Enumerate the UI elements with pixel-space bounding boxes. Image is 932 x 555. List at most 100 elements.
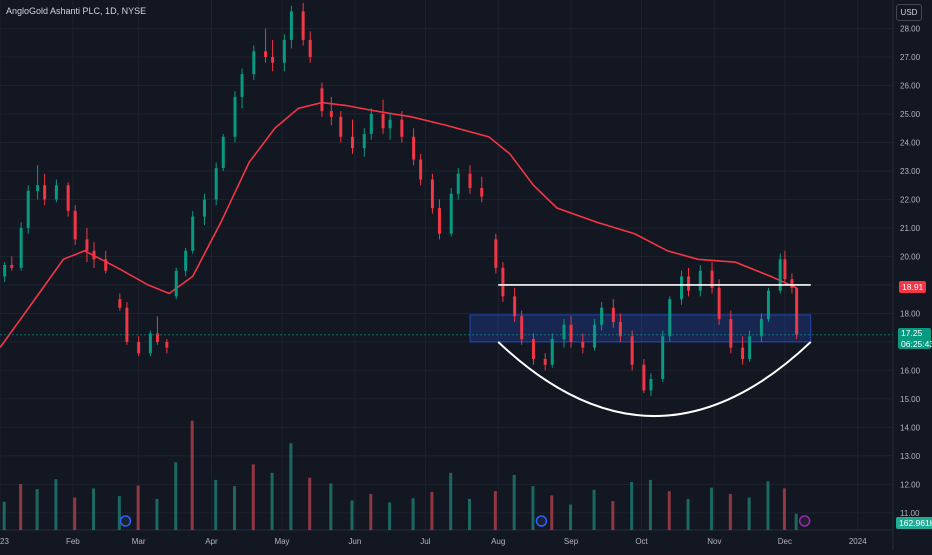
moving-average-line (0, 101, 797, 349)
candle-body (381, 113, 385, 129)
candle-body (513, 296, 517, 317)
candle-body (369, 113, 373, 134)
currency-button[interactable]: USD (896, 4, 922, 21)
candle-body (642, 364, 646, 391)
candle-body (759, 319, 763, 337)
chart-title: AngloGold Ashanti PLC, 1D, NYSE (6, 6, 147, 16)
volume-bar (19, 484, 23, 530)
price-tick-label: 26.00 (900, 81, 921, 90)
volume-bar (54, 479, 58, 530)
volume-bar (35, 489, 39, 530)
time-tick-label: 2024 (849, 537, 867, 546)
candle-body (618, 321, 622, 337)
time-tick-label: Sep (564, 537, 579, 546)
candle-body (456, 173, 460, 194)
price-tick-label: 22.00 (900, 195, 921, 204)
event-marker-icon (119, 515, 132, 527)
time-tick-label: May (274, 537, 289, 546)
time-tick-label: Jun (348, 537, 361, 546)
price-tick-label: 23.00 (900, 167, 921, 176)
volume-bar (766, 481, 770, 530)
volume-bar (794, 513, 798, 530)
price-tick-label: 18.00 (900, 309, 921, 318)
volume-bar (329, 483, 333, 530)
current-price-badge: 17.25 06:25:43 (898, 328, 932, 349)
candle-body (125, 307, 129, 342)
volume-bar (592, 489, 596, 530)
candle-body (362, 133, 366, 149)
volume-bar (611, 501, 615, 530)
volume-bar (190, 420, 194, 530)
candle-body (221, 136, 225, 169)
candle-body (214, 168, 218, 200)
volume-bar (782, 488, 786, 530)
candle-body (562, 324, 566, 340)
candle-body (184, 250, 188, 271)
candle-body (66, 185, 70, 211)
time-tick-label: Feb (66, 537, 80, 546)
volume-bar (747, 497, 751, 530)
candle-body (36, 185, 40, 191)
candle-body (165, 341, 169, 348)
price-tick-label: 21.00 (900, 224, 921, 233)
time-tick-label: Dec (778, 537, 792, 546)
candle-body (85, 239, 89, 251)
candle-body (419, 159, 423, 180)
candle-body (680, 276, 683, 300)
candle-body (26, 190, 30, 228)
candle-body (766, 290, 770, 320)
candle-body (790, 279, 794, 288)
candle-body (73, 210, 77, 240)
candle-body (729, 319, 733, 348)
candle-body (329, 111, 333, 117)
candle-body (543, 359, 547, 365)
volume-bar (92, 488, 95, 530)
candle-body (301, 11, 305, 40)
candle-body (174, 270, 178, 297)
candle-body (400, 119, 404, 137)
candle-body (388, 119, 392, 129)
candle-body (289, 11, 293, 40)
time-tick-label: Aug (491, 537, 505, 546)
current-price-label: 17.25 (901, 328, 923, 338)
price-tick-label: 12.00 (900, 480, 921, 489)
candle-body (19, 227, 23, 268)
volume-bar (350, 500, 354, 530)
cup-arc (497, 341, 812, 418)
candle-body (320, 88, 324, 112)
time-tick-label: Mar (132, 537, 146, 546)
candle-body (191, 216, 195, 251)
candle-body (593, 324, 597, 348)
price-tick-label: 15.00 (900, 395, 921, 404)
volume-bar (648, 479, 652, 530)
volume-bar (2, 501, 6, 530)
candle-body (550, 339, 554, 365)
volume-bar (214, 479, 218, 530)
time-tick-label: Nov (707, 537, 721, 546)
candle-body (233, 96, 237, 137)
volume-bar (251, 464, 255, 530)
volume-bar (667, 491, 671, 530)
candle-body (611, 307, 615, 322)
candle-body (118, 299, 122, 308)
candle-body (698, 270, 702, 291)
event-marker-icon (535, 515, 548, 527)
candle-body (252, 51, 256, 75)
volume-bar (630, 482, 634, 530)
volume-bar (710, 487, 714, 530)
candle-body (10, 265, 14, 268)
candle-body (778, 259, 782, 291)
time-tick-label: Jul (420, 537, 430, 546)
candle-body (3, 265, 7, 277)
volume-bar (686, 498, 690, 530)
volume-bar (728, 494, 732, 530)
candle-body (783, 259, 787, 280)
candle-body (437, 208, 441, 234)
volume-bar (388, 502, 392, 530)
price-tick-label: 16.00 (900, 366, 921, 375)
price-tick-label: 28.00 (900, 24, 921, 33)
price-tick-label: 11.00 (900, 509, 920, 518)
